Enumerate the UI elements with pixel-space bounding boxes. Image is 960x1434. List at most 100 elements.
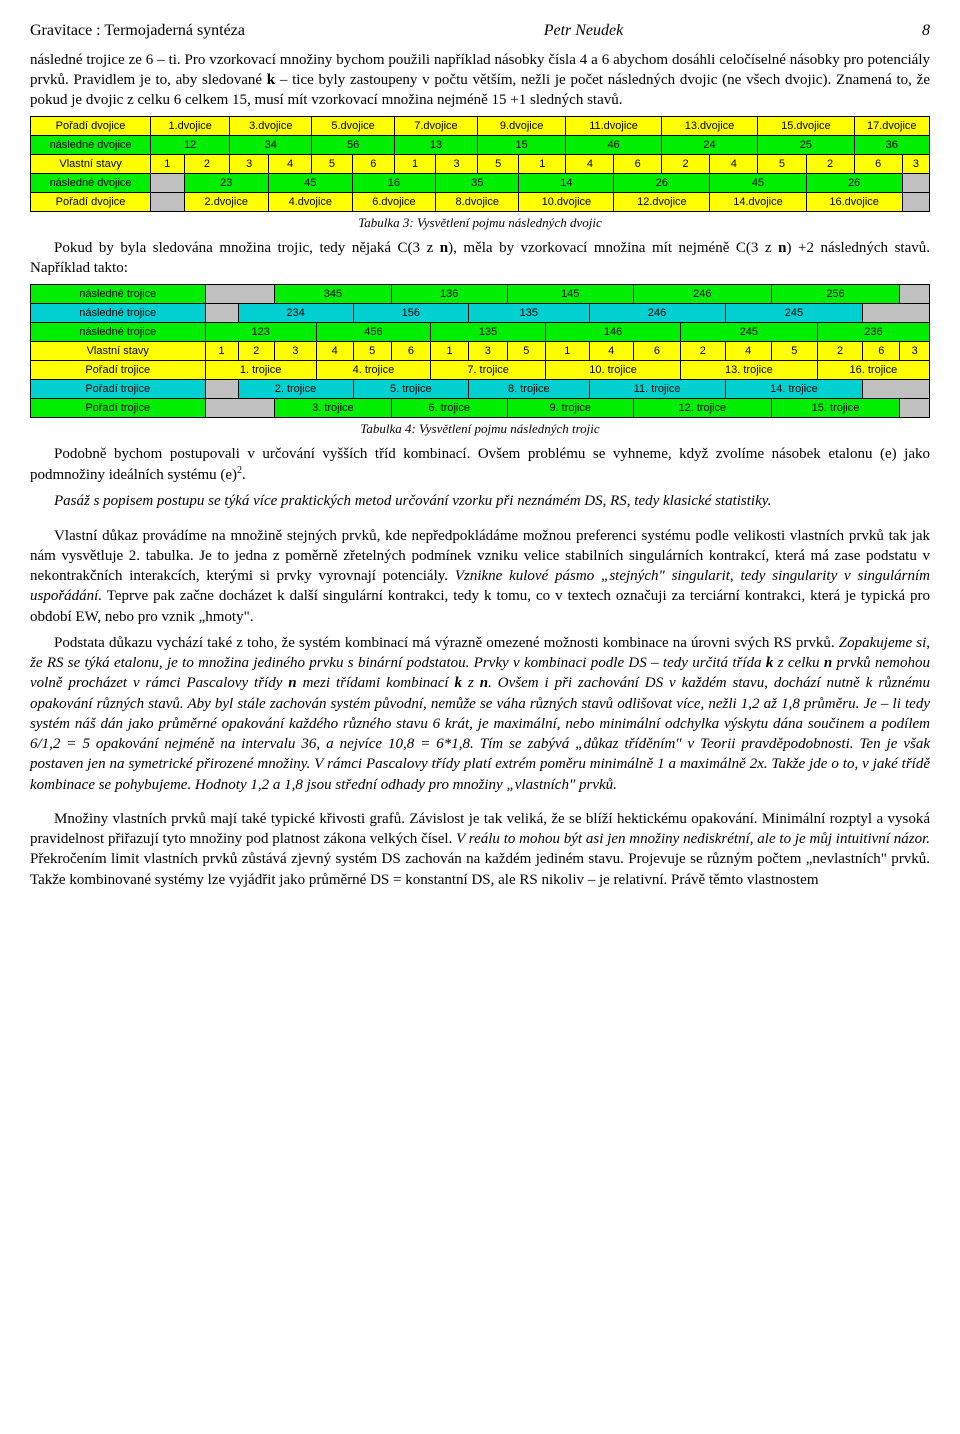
paragraph-5: Vlastní důkaz provádíme na množině stejn…	[30, 526, 930, 627]
table-cell: 2. trojice	[238, 380, 353, 399]
table-cell: 5	[312, 155, 352, 174]
table-cell: Pořadí dvojice	[31, 193, 151, 212]
table-cell: 1	[151, 155, 184, 174]
paragraph-1: následné trojice ze 6 – ti. Pro vzorkova…	[30, 50, 930, 111]
table-cell: 16.dvojice	[806, 193, 902, 212]
table-cell: 2	[184, 155, 230, 174]
table-cell: 246	[633, 285, 771, 304]
table-cell: 4	[316, 342, 353, 361]
table-cell: 2	[680, 342, 725, 361]
table-cell: 13. trojice	[680, 361, 817, 380]
table-cell: 135	[469, 304, 590, 323]
table-cell: 6	[633, 342, 680, 361]
table-cell: 24	[661, 136, 757, 155]
table-cell: 4	[725, 342, 771, 361]
table-cell: 14	[519, 174, 614, 193]
table-cell: 7. trojice	[431, 361, 546, 380]
table-cell: 6	[854, 155, 902, 174]
table-cell: 6	[391, 342, 430, 361]
table-cell: 245	[680, 323, 817, 342]
table-cell: 146	[546, 323, 681, 342]
table-cell: 1.dvojice	[151, 117, 230, 136]
table-cell: 156	[353, 304, 469, 323]
table-cell: 3	[469, 342, 508, 361]
table-cell: 4	[589, 342, 633, 361]
table-cell: 13.dvojice	[661, 117, 757, 136]
table-cell: 6	[863, 342, 900, 361]
table-cell: následné trojice	[31, 285, 206, 304]
table-cell: 9.dvojice	[477, 117, 565, 136]
table-cell: 1	[519, 155, 566, 174]
table-cell: 5.dvojice	[312, 117, 395, 136]
table-cell: 4	[268, 155, 311, 174]
table-cell: 17.dvojice	[854, 117, 929, 136]
table-cell: 1	[546, 342, 589, 361]
table-cell	[900, 285, 930, 304]
table-cell: následné dvojice	[31, 174, 151, 193]
table-4: následné trojice345136145246256následné …	[30, 284, 930, 418]
table-cell: 3	[902, 155, 929, 174]
table-cell	[902, 174, 929, 193]
table-cell: 1	[205, 342, 238, 361]
table-cell: 56	[312, 136, 395, 155]
table-cell: 456	[316, 323, 430, 342]
table-cell: 4.dvojice	[268, 193, 352, 212]
table-cell: 5	[477, 155, 518, 174]
table-cell: 2	[238, 342, 274, 361]
table-cell	[151, 193, 184, 212]
table-cell: 136	[391, 285, 507, 304]
table-cell: 46	[566, 136, 661, 155]
table-cell: 1	[394, 155, 435, 174]
table-cell: 26	[614, 174, 710, 193]
table-cell	[205, 380, 238, 399]
table-cell: 16. trojice	[817, 361, 929, 380]
doc-title: Gravitace : Termojaderná syntéza	[30, 20, 245, 42]
table-cell: 2	[661, 155, 710, 174]
table-cell: 7.dvojice	[394, 117, 477, 136]
table-cell: 15	[477, 136, 565, 155]
table-cell: 5. trojice	[353, 380, 469, 399]
table-cell	[902, 193, 929, 212]
table-cell: 245	[725, 304, 863, 323]
table-cell	[151, 174, 184, 193]
table-cell: 9. trojice	[507, 399, 633, 418]
paragraph-4: Pasáž s popisem postupu se týká více pra…	[30, 491, 930, 511]
table-cell: 11.dvojice	[566, 117, 661, 136]
table-cell: 25	[758, 136, 854, 155]
table-cell: 13	[394, 136, 477, 155]
table-cell	[205, 285, 274, 304]
page-header: Gravitace : Termojaderná syntéza Petr Ne…	[30, 20, 930, 42]
table-cell: 12. trojice	[633, 399, 771, 418]
table-cell: 3	[436, 155, 478, 174]
table-cell: 2.dvojice	[184, 193, 268, 212]
table-cell: 8. trojice	[469, 380, 590, 399]
table-cell: 5	[771, 342, 817, 361]
paragraph-7: Množiny vlastních prvků mají také typick…	[30, 809, 930, 890]
table-cell: 45	[268, 174, 352, 193]
table-cell	[205, 399, 274, 418]
table-cell: 2	[806, 155, 854, 174]
table-cell: 11. trojice	[589, 380, 725, 399]
caption-3: Tabulka 3: Vysvětlení pojmu následných d…	[30, 214, 930, 232]
paragraph-6: Podstata důkazu vychází také z toho, že …	[30, 633, 930, 795]
table-cell: Pořadí trojice	[31, 380, 206, 399]
table-cell: 10.dvojice	[519, 193, 614, 212]
table-cell: následné trojice	[31, 323, 206, 342]
table-cell: 3	[274, 342, 316, 361]
table-cell: 4	[710, 155, 758, 174]
table-cell: 12	[151, 136, 230, 155]
doc-author: Petr Neudek	[544, 20, 624, 42]
table-cell: 16	[352, 174, 435, 193]
table-cell: Pořadí trojice	[31, 399, 206, 418]
table-cell: 26	[806, 174, 902, 193]
table-cell: Vlastní stavy	[31, 155, 151, 174]
table-cell: 6. trojice	[391, 399, 507, 418]
table-cell: 234	[238, 304, 353, 323]
table-cell: 246	[589, 304, 725, 323]
table-cell: 1	[431, 342, 469, 361]
table-cell: 123	[205, 323, 316, 342]
table-cell: Vlastní stavy	[31, 342, 206, 361]
table-cell: 6	[352, 155, 394, 174]
table-cell: následné trojice	[31, 304, 206, 323]
table-cell: 3	[900, 342, 930, 361]
